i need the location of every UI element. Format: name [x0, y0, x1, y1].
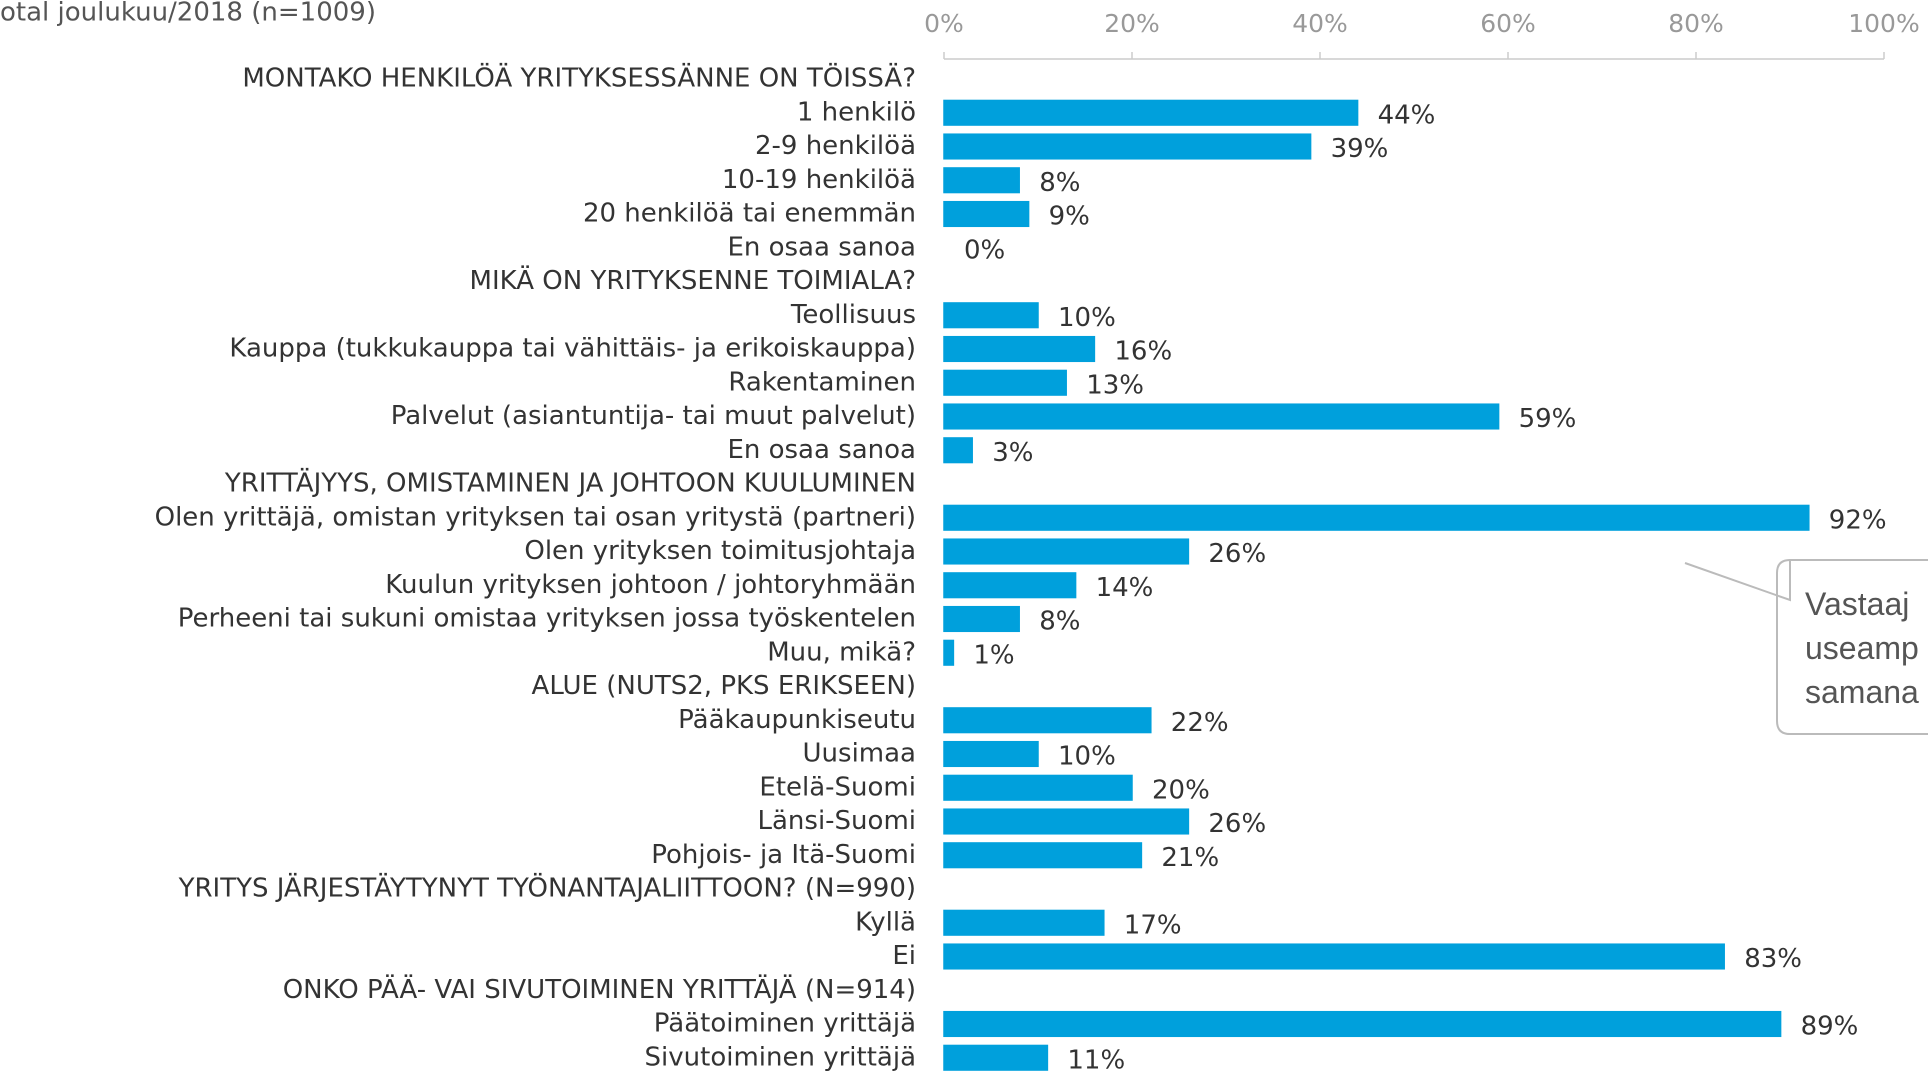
category-label: Palvelut (asiantuntija- tai muut palvelu… — [391, 401, 916, 431]
category-label: Muu, mikä? — [767, 637, 916, 667]
bar — [943, 133, 1312, 160]
value-label: 0% — [964, 235, 1005, 265]
bar — [943, 167, 1020, 194]
category-label: MIKÄ ON YRITYKSENNE TOIMIALA? — [470, 264, 916, 296]
x-tick-label: 40% — [1292, 9, 1348, 38]
bar — [943, 707, 1152, 734]
bar — [943, 403, 1500, 430]
bar — [943, 302, 1039, 329]
bar — [943, 200, 1030, 228]
category-label: ONKO PÄÄ- VAI SIVUTOIMINEN YRITTÄJÄ (N=9… — [283, 973, 916, 1005]
bar — [943, 99, 1359, 126]
category-label: Pohjois- ja Itä-Suomi — [651, 840, 916, 870]
bar — [943, 369, 1067, 396]
value-label: 16% — [1114, 337, 1172, 367]
bar — [943, 538, 1190, 565]
bar — [943, 504, 1810, 531]
value-label: 92% — [1829, 505, 1887, 535]
category-label: MONTAKO HENKILÖÄ YRITYKSESSÄNNE ON TÖISS… — [242, 62, 916, 94]
value-label: 22% — [1171, 708, 1229, 738]
bar — [943, 943, 1725, 970]
category-label: Olen yrittäjä, omistan yrityksen tai osa… — [155, 502, 916, 532]
x-tick-label: 100% — [1848, 9, 1919, 38]
category-label: Etelä-Suomi — [759, 772, 916, 802]
bar — [943, 335, 1096, 363]
category-label: En osaa sanoa — [727, 232, 916, 262]
category-label: Ei — [892, 941, 916, 971]
bar — [943, 774, 1133, 801]
category-label: 2-9 henkilöä — [755, 131, 916, 161]
callout-text: samana — [1805, 674, 1919, 710]
category-label: YRITTÄJYYS, OMISTAMINEN JA JOHTOON KUULU… — [224, 467, 916, 499]
value-label: 10% — [1058, 303, 1116, 333]
bar — [943, 572, 1077, 599]
category-label: Perheeni tai sukuni omistaa yrityksen jo… — [178, 604, 916, 634]
category-label: Kyllä — [855, 907, 916, 937]
category-label: Päätoiminen yrittäjä — [654, 1009, 916, 1039]
bar — [943, 1010, 1782, 1038]
value-label: 59% — [1519, 404, 1577, 434]
category-label: Uusimaa — [803, 739, 916, 769]
callout-text: useamp — [1805, 630, 1919, 666]
callout: Vastaaj useamp samana — [1805, 586, 1919, 710]
value-label: 83% — [1744, 944, 1802, 974]
value-label: 8% — [1039, 168, 1080, 198]
value-label: 26% — [1208, 539, 1266, 569]
bar — [943, 909, 1105, 936]
x-tick-label: 80% — [1668, 9, 1724, 38]
x-tick-label: 60% — [1480, 9, 1536, 38]
category-label: Pääkaupunkiseutu — [678, 705, 916, 735]
chart-title: otal joulukuu/2018 (n=1009) — [0, 0, 376, 28]
category-label: 10-19 henkilöä — [722, 165, 916, 195]
category-label: Olen yrityksen toimitusjohtaja — [524, 536, 916, 566]
value-label: 17% — [1124, 910, 1182, 940]
callout-box — [1684, 558, 1928, 735]
bar — [943, 808, 1190, 835]
value-label: 8% — [1039, 607, 1080, 637]
category-label: Rakentaminen — [728, 367, 916, 397]
category-label: En osaa sanoa — [727, 435, 916, 465]
category-label: Länsi-Suomi — [758, 806, 917, 836]
value-label: 10% — [1058, 742, 1116, 772]
category-label: Kauppa (tukkukauppa tai vähittäis- ja er… — [229, 334, 916, 364]
callout-text: Vastaaj — [1805, 586, 1909, 622]
category-label: ALUE (NUTS2, PKS ERIKSEEN) — [532, 671, 916, 701]
category-label: YRITYS JÄRJESTÄYTYNYT TYÖNANTAJALIITTOON… — [178, 872, 916, 904]
category-label: Teollisuus — [790, 300, 916, 330]
value-label: 21% — [1161, 843, 1219, 873]
value-label: 1% — [973, 640, 1014, 670]
value-label: 26% — [1208, 809, 1266, 839]
bar — [943, 1044, 1049, 1071]
bar — [943, 740, 1039, 768]
value-label: 13% — [1086, 370, 1144, 400]
value-label: 11% — [1067, 1045, 1125, 1074]
value-label: 9% — [1049, 202, 1090, 232]
x-tick-label: 0% — [924, 9, 964, 38]
value-label: 3% — [992, 438, 1033, 468]
bar — [943, 639, 955, 666]
category-label: Kuulun yrityksen johtoon / johtoryhmään — [385, 570, 916, 600]
bar — [943, 842, 1143, 869]
category-label: Sivutoiminen yrittäjä — [645, 1042, 916, 1072]
value-label: 14% — [1096, 573, 1154, 603]
bar — [943, 605, 1020, 633]
x-tick-label: 20% — [1104, 9, 1160, 38]
value-label: 89% — [1801, 1012, 1859, 1042]
category-label: 1 henkilö — [797, 97, 916, 127]
value-label: 20% — [1152, 775, 1210, 805]
value-label: 39% — [1331, 134, 1389, 164]
category-label: 20 henkilöä tai enemmän — [583, 199, 916, 229]
value-label: 44% — [1378, 100, 1436, 130]
bar — [943, 437, 973, 464]
